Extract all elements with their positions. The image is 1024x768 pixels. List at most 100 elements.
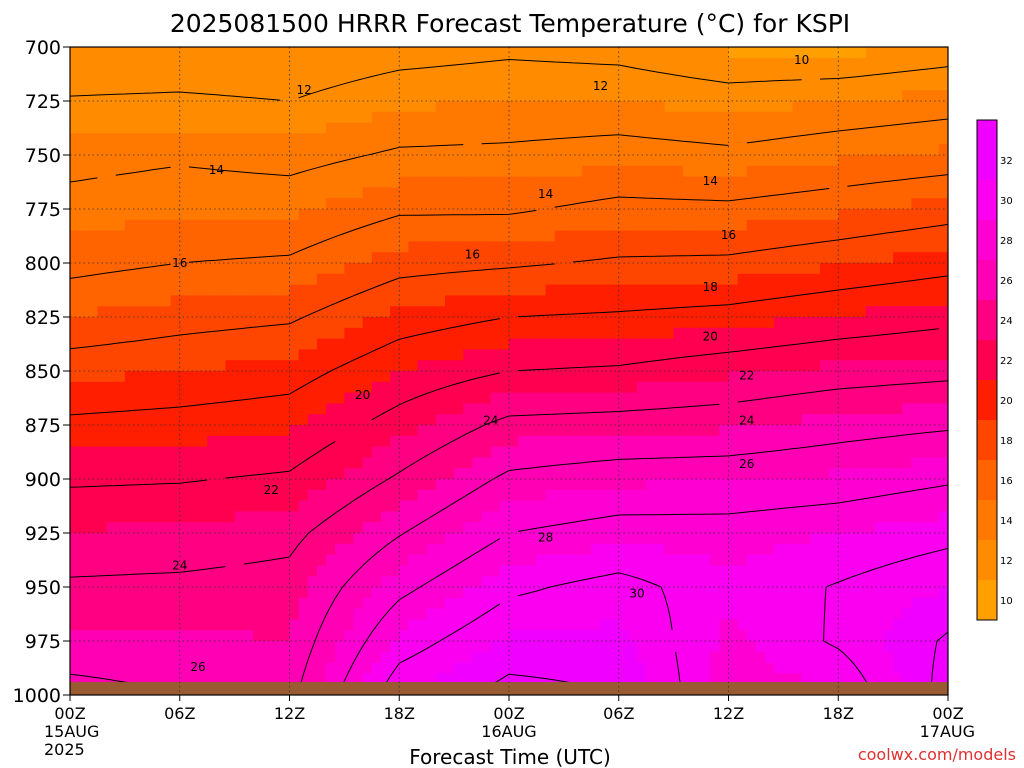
- heat-cell: [408, 338, 419, 350]
- heat-cell: [243, 576, 254, 588]
- heat-cell: [490, 360, 501, 372]
- heat-cell: [701, 198, 711, 210]
- heat-cell: [362, 414, 373, 426]
- heat-cell: [170, 349, 181, 361]
- heat-cell: [271, 489, 281, 502]
- heat-cell: [765, 230, 775, 242]
- heat-cell: [353, 414, 364, 426]
- heat-cell: [481, 176, 492, 188]
- heat-cell: [435, 241, 446, 253]
- heat-cell: [262, 230, 272, 242]
- heat-cell: [216, 446, 227, 458]
- heat-cell: [536, 187, 547, 199]
- heat-cell: [801, 209, 812, 221]
- heat-cell: [719, 533, 730, 545]
- heat-cell: [316, 587, 327, 599]
- heat-cell: [545, 576, 556, 588]
- heat-cell: [792, 187, 803, 199]
- heat-cell: [307, 209, 318, 221]
- heat-cell: [188, 522, 199, 534]
- heat-cell: [207, 457, 217, 469]
- heat-cell: [225, 111, 236, 124]
- heat-cell: [198, 522, 208, 534]
- heat-cell: [417, 511, 428, 523]
- heat-cell: [838, 295, 848, 307]
- heat-cell: [664, 219, 675, 232]
- heat-cell: [262, 435, 272, 448]
- heat-cell: [518, 457, 528, 469]
- heat-cell: [444, 122, 455, 134]
- heat-cell: [70, 597, 80, 610]
- heat-cell: [719, 587, 730, 599]
- heat-cell: [591, 468, 602, 480]
- heat-cell: [170, 446, 181, 458]
- heat-cell: [755, 252, 766, 264]
- heat-cell: [554, 511, 565, 523]
- heat-cell: [371, 511, 382, 523]
- heat-cell: [70, 68, 80, 80]
- heat-cell: [490, 165, 501, 178]
- heat-cell: [70, 360, 80, 372]
- heat-cell: [216, 500, 227, 512]
- heat-cell: [710, 57, 720, 70]
- heat-cell: [673, 263, 684, 275]
- heat-cell: [792, 165, 803, 178]
- heat-cell: [326, 187, 336, 199]
- heat-cell: [646, 522, 656, 534]
- heat-cell: [463, 468, 474, 480]
- heat-cell: [701, 500, 711, 512]
- heat-cell: [371, 165, 382, 178]
- heat-cell: [463, 565, 474, 577]
- heat-cell: [509, 176, 519, 188]
- heat-cell: [353, 47, 364, 59]
- heat-cell: [262, 587, 272, 599]
- heat-cell: [527, 554, 538, 566]
- heat-cell: [847, 209, 858, 221]
- heat-cell: [408, 187, 419, 199]
- heat-cell: [856, 284, 867, 296]
- heat-cell: [691, 425, 702, 437]
- heat-cell: [353, 198, 364, 210]
- heat-cell: [271, 360, 281, 372]
- heat-cell: [737, 435, 748, 448]
- heat-cell: [819, 587, 830, 599]
- heat-cell: [673, 435, 684, 448]
- heat-cell: [563, 403, 574, 415]
- heat-cell: [664, 576, 675, 588]
- heat-cell: [97, 90, 108, 102]
- heat-cell: [883, 565, 894, 577]
- heat-cell: [362, 90, 373, 102]
- heat-cell: [463, 587, 474, 599]
- heat-cell: [198, 327, 208, 340]
- heat-cell: [783, 360, 794, 372]
- heat-cell: [472, 306, 483, 318]
- heat-cell: [591, 241, 602, 253]
- heat-cell: [97, 446, 108, 458]
- heat-cell: [280, 533, 291, 545]
- heat-cell: [637, 101, 647, 113]
- heat-cell: [170, 468, 181, 480]
- heat-cell: [819, 403, 830, 415]
- heat-cell: [518, 597, 528, 610]
- heat-cell: [893, 381, 903, 394]
- heat-cell: [637, 68, 647, 80]
- heat-cell: [298, 543, 309, 556]
- heat-cell: [637, 533, 647, 545]
- heat-cell: [216, 306, 227, 318]
- heat-cell: [124, 565, 135, 577]
- heat-cell: [307, 554, 318, 566]
- heat-cell: [362, 68, 373, 80]
- heat-cell: [198, 543, 208, 556]
- heat-cell: [335, 360, 345, 372]
- heat-cell: [710, 489, 720, 502]
- heat-cell: [801, 133, 812, 145]
- heat-cell: [710, 144, 720, 156]
- heat-cell: [911, 295, 922, 307]
- heat-cell: [865, 403, 876, 415]
- heat-cell: [554, 252, 565, 264]
- heat-cell: [280, 511, 291, 523]
- heat-cell: [627, 90, 638, 102]
- heat-cell: [563, 392, 574, 404]
- heat-cell: [664, 101, 675, 113]
- heat-cell: [682, 198, 693, 210]
